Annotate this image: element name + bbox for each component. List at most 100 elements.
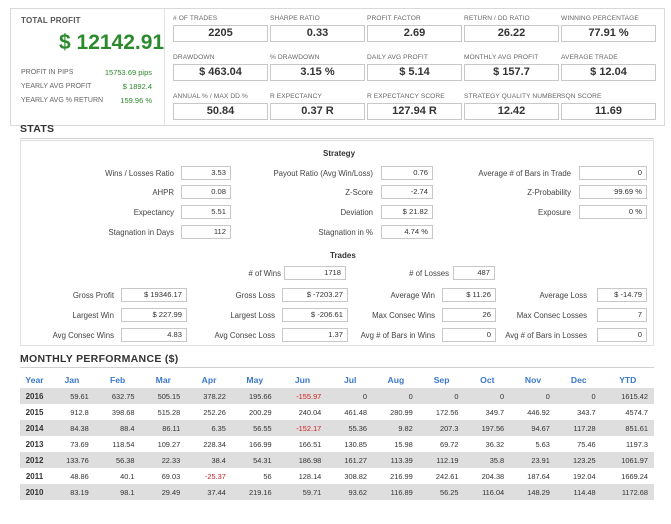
stats-divider — [20, 138, 654, 139]
month-cell: 172.56 — [435, 407, 459, 417]
total-profit-column: TOTAL PROFIT $ 12142.91 PROFIT IN PIPS 1… — [11, 9, 165, 125]
year-cell: 2012 — [20, 452, 50, 468]
month-cell: 75.46 — [577, 439, 596, 449]
column-header-nov: Nov — [524, 375, 542, 385]
stat-drawdown: DRAWDOWN $ 463.04 — [173, 54, 268, 81]
month-cell: 343.7 — [577, 407, 596, 417]
stat-value: 77.91 % — [561, 25, 656, 42]
month-cell: 461.48 — [344, 407, 368, 417]
ahpr-field: 0.08 — [181, 185, 231, 199]
largest-win-label: Largest Win — [72, 311, 114, 320]
month-cell: 240.04 — [298, 407, 322, 417]
stat-r-expectancy-score: R EXPECTANCY SCORE 127.94 R — [367, 93, 462, 120]
month-cell: 0 — [373, 388, 419, 404]
stat-sharpe-ratio: SHARPE RATIO 0.33 — [270, 15, 365, 42]
month-cell: 36.32 — [485, 439, 505, 449]
column-header-sep: Sep — [433, 375, 450, 385]
monthly-performance-table: Year Jan Feb Mar Apr May Jun Jul Aug Sep Oct Nov Dec… — [20, 372, 654, 500]
stat-strategy-quality-number: STRATEGY QUALITY NUMBER 12.42 — [464, 93, 561, 120]
avg-bars-in-trade-label: Average # of Bars in Trade — [478, 169, 571, 178]
month-cell: 69.03 — [161, 471, 181, 481]
max-consec-losses-label: Max Consec Losses — [516, 311, 587, 320]
month-cell: 219.16 — [231, 484, 278, 500]
month-cell: 38.4 — [186, 452, 232, 468]
avg-consec-wins-field: 4.83 — [121, 328, 187, 342]
average-loss-label: Average Loss — [539, 291, 587, 300]
avg-bars-in-losses-label: Avg # of Bars in Losses — [505, 331, 587, 340]
month-cell: 15.98 — [394, 439, 413, 449]
month-cell: -155.97 — [277, 388, 328, 404]
stat-label: % DRAWDOWN — [270, 54, 320, 61]
month-cell: 349.7 — [485, 407, 505, 417]
expectancy-field: 5.51 — [181, 205, 231, 219]
stat-value: $ 463.04 — [173, 64, 268, 81]
avg-bars-in-wins-label: Avg # of Bars in Wins — [360, 331, 435, 340]
month-cell: 86.11 — [140, 420, 187, 436]
ytd-cell: 1197.3 — [625, 439, 648, 449]
ytd-cell: 1615.42 — [601, 388, 654, 404]
month-cell: 166.99 — [249, 439, 272, 449]
avg-bars-in-trade-field: 0 — [579, 166, 647, 180]
max-consec-wins-label: Max Consec Wins — [372, 311, 435, 320]
month-cell: 116.89 — [373, 484, 419, 500]
year-cell: 2010 — [20, 484, 50, 500]
month-cell: 242.61 — [435, 471, 459, 481]
month-cell: 114.48 — [555, 484, 602, 500]
table-body: 2016 59.61 632.75 505.15 378.22 195.66 -155.97… — [20, 388, 654, 500]
largest-win-field: $ 227.99 — [121, 308, 187, 322]
month-cell: 0 — [327, 388, 374, 404]
payout-ratio-label: Payout Ratio (Avg Win/Loss) — [273, 169, 373, 178]
total-profit-value: $ 12142.91 — [59, 31, 165, 54]
stat-value: 0.33 — [270, 25, 365, 42]
stat-label: SHARPE RATIO — [270, 15, 320, 22]
stat-winning-percentage: WINNING PERCENTAGE 77.91 % — [561, 15, 656, 42]
month-cell: 200.29 — [249, 407, 272, 417]
month-cell: 116.04 — [464, 484, 511, 500]
month-cell: 128.14 — [298, 471, 322, 481]
month-cell: 216.99 — [390, 471, 413, 481]
stat-label: R EXPECTANCY — [270, 93, 323, 100]
avg-consec-loss-label: Avg Consec Loss — [214, 331, 275, 340]
stat-return-dd-ratio: RETURN / DD RATIO 26.22 — [464, 15, 559, 42]
table-row: 2012 133.76 56.38 22.33 38.4 54.31 186.98 161.2… — [20, 452, 654, 468]
stat-percent-drawdown: % DRAWDOWN 3.15 % — [270, 54, 365, 81]
wins-losses-ratio-label: Wins / Losses Ratio — [105, 169, 174, 178]
average-loss-field: $ -14.79 — [597, 288, 647, 302]
table-row: 2013 73.69 118.54 109.27 228.34 166.99 166.51 1… — [20, 436, 654, 452]
monthly-divider — [20, 367, 654, 368]
table-row: 2016 59.61 632.75 505.15 378.22 195.66 -155.97… — [20, 388, 654, 404]
month-cell: 56 — [263, 471, 272, 481]
month-cell: 35.8 — [464, 452, 511, 468]
month-cell: 56.38 — [94, 452, 141, 468]
month-cell: 55.36 — [327, 420, 374, 436]
exposure-label: Exposure — [538, 208, 571, 217]
stats-title: STATS — [20, 123, 55, 135]
month-cell: 148.29 — [510, 484, 556, 500]
ytd-cell: 1172.68 — [601, 484, 654, 500]
payout-ratio-field: 0.76 — [381, 166, 433, 180]
stat-value: $ 5.14 — [367, 64, 462, 81]
table-row: 2011 48.86 40.1 69.03 -25.37 56 128.14 308.82 21… — [20, 468, 654, 484]
total-profit-label: TOTAL PROFIT — [21, 16, 81, 25]
month-cell: 23.91 — [510, 452, 556, 468]
wins-losses-ratio-field: 3.53 — [181, 166, 231, 180]
stat-value: 26.22 — [464, 25, 559, 42]
stat-label: ANNUAL % / MAX DD % — [173, 93, 248, 100]
stat-label: SQN SCORE — [561, 93, 602, 100]
column-header-jun: Jun — [294, 375, 311, 385]
month-cell: 0 — [464, 388, 511, 404]
ytd-cell: 1669.24 — [621, 471, 648, 481]
exposure-field: 0 % — [579, 205, 647, 219]
month-cell: 161.27 — [327, 452, 374, 468]
avg-bars-in-wins-field: 0 — [442, 328, 496, 342]
z-score-label: Z-Score — [345, 188, 373, 197]
month-cell: 56.25 — [418, 484, 465, 500]
average-win-label: Average Win — [390, 291, 436, 300]
max-consec-losses-field: 7 — [597, 308, 647, 322]
month-cell: 195.66 — [231, 388, 278, 404]
monthly-performance-title: MONTHLY PERFORMANCE ($) — [20, 353, 179, 365]
yearly-avg-return-value: 159.96 % — [120, 96, 152, 105]
stat-value: 2205 — [173, 25, 268, 42]
year-cell: 2013 — [25, 439, 44, 449]
month-cell: 69.72 — [439, 439, 459, 449]
